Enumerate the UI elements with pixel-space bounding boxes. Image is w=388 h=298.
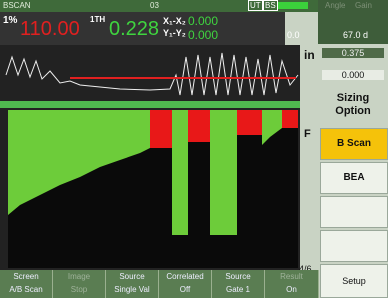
param-label: Angle [325, 1, 345, 10]
file: 03 [150, 1, 159, 10]
softkey-top: Source [106, 270, 158, 283]
softkey-top: Result [265, 270, 318, 283]
menu-button[interactable] [320, 230, 388, 262]
softkey-top: Source [212, 270, 264, 283]
menu-button[interactable]: BEA [320, 162, 388, 194]
reading-label: Y₁-Y₂ [163, 28, 186, 38]
battery [278, 2, 308, 9]
device-screen: BSCAN 03 UT BS Angle Gain 0.0 67.0 d 1% … [0, 0, 388, 298]
tag: UT [248, 0, 263, 11]
softkey-bottom: Single Val [106, 283, 158, 296]
mode: BSCAN [3, 1, 31, 10]
unit: in [304, 48, 315, 62]
softkey-top: Image [53, 270, 105, 283]
reading-value: 0.000 [188, 14, 218, 28]
softkey-bottom: On [265, 283, 318, 296]
red-region [282, 110, 298, 128]
reading-value: 110.00 [20, 18, 80, 41]
reading-value: 0.000 [188, 28, 218, 42]
reading-value: 0.228 [109, 18, 159, 41]
gain-value: 67.0 d [343, 30, 368, 40]
a-scan-bg [0, 45, 300, 101]
menu-button[interactable] [320, 196, 388, 228]
side-value: 0.000 [322, 70, 384, 80]
angle-value: 0.0 [287, 30, 300, 40]
param-label: Gain [355, 1, 372, 10]
tag: BS [263, 0, 278, 11]
menu-button[interactable]: B Scan [320, 128, 388, 160]
menu-title: Sizing Option [320, 92, 386, 118]
softkey-top: Screen [0, 270, 52, 283]
softkey-bottom: Stop [53, 283, 105, 296]
softkey-bottom: A/B Scan [0, 283, 52, 296]
scan-display [0, 45, 318, 270]
marker: F [304, 128, 311, 140]
ruler [0, 101, 300, 108]
reading-label: X₁-X₂ [163, 16, 186, 26]
red-region [150, 110, 172, 148]
side-value: 0.375 [322, 48, 384, 58]
softkey-bottom: Gate 1 [212, 283, 264, 296]
softkey-top: Correlated [159, 270, 211, 283]
red-region [237, 110, 262, 135]
setup-button[interactable]: Setup [320, 264, 388, 298]
red-region [188, 110, 210, 142]
softkey-bottom: Off [159, 283, 211, 296]
reading-label: 1% [3, 15, 17, 26]
reading-label: 1TH [90, 15, 105, 24]
